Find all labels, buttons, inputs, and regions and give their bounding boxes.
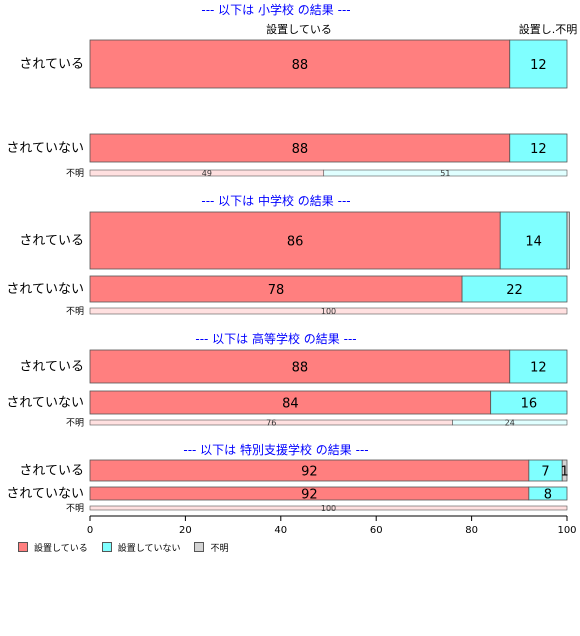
- row-label: されていない: [6, 282, 84, 297]
- row-label: されている: [19, 464, 84, 479]
- bar-segment: [89, 505, 568, 511]
- legend-item: 不明: [194, 541, 228, 554]
- legend-label: 不明: [210, 543, 229, 554]
- group-title: --- 以下は 中学校 の結果 ---: [201, 193, 350, 208]
- data-label: 8: [544, 488, 552, 503]
- data-label: 88: [292, 361, 309, 376]
- data-label: 100: [321, 504, 336, 513]
- data-label: 12: [530, 361, 547, 376]
- row-label: されている: [19, 57, 84, 72]
- legend-item: 設置していない: [101, 541, 181, 554]
- bar-segment: [89, 39, 511, 89]
- data-label: 92: [301, 465, 318, 480]
- bar-segment: [509, 133, 568, 163]
- data-label: 7: [541, 465, 549, 480]
- data-label: 78: [268, 283, 285, 298]
- data-label: 51: [440, 169, 450, 178]
- top-header-label: 設置している: [266, 22, 332, 36]
- row-label: 不明: [66, 418, 84, 429]
- x-tick-label: 80: [465, 525, 478, 536]
- row-label: されていない: [6, 396, 84, 411]
- x-tick-label: 100: [557, 525, 576, 536]
- data-label: 22: [506, 283, 523, 298]
- row-label: 不明: [66, 168, 84, 179]
- bar-segment: [89, 211, 501, 270]
- bar-segment: [89, 133, 511, 163]
- legend-label: 設置している: [34, 543, 88, 554]
- bar-segment: [89, 349, 511, 384]
- data-label: 84: [282, 397, 299, 412]
- data-label: 24: [505, 419, 515, 428]
- stacked-bar-chart: 設置している 設置し.不明--- 以下は 小学校 の結果 ---されている 88 12…: [6, 2, 578, 536]
- bar-segment: [499, 211, 568, 270]
- bar-segment: [452, 419, 568, 426]
- data-label: 76: [266, 419, 276, 428]
- legend-swatch: [194, 542, 205, 552]
- data-label: 16: [521, 397, 538, 412]
- bar-segment: [566, 211, 570, 270]
- data-label: 100: [321, 307, 336, 316]
- group-title: --- 以下は 特別支援学校 の結果 ---: [183, 442, 368, 457]
- data-label: 88: [292, 58, 309, 73]
- row-label: 不明: [66, 503, 84, 514]
- legend-item: 設置している: [18, 541, 88, 554]
- bar-segment: [89, 307, 568, 315]
- top-header-label: 設置し.不明: [519, 22, 578, 36]
- row-label: されている: [19, 360, 84, 375]
- data-label: 14: [525, 235, 542, 250]
- x-tick-label: 60: [370, 525, 383, 536]
- bar-segment: [561, 459, 568, 482]
- x-tick-label: 20: [179, 525, 192, 536]
- data-label: 88: [292, 142, 309, 157]
- data-label: 12: [530, 142, 547, 157]
- group-title: --- 以下は 高等学校 の結果 ---: [195, 331, 356, 346]
- bar-segment: [461, 275, 568, 303]
- group-title: --- 以下は 小学校 の結果 ---: [201, 2, 350, 17]
- row-label: されている: [19, 234, 84, 249]
- legend-swatch: [101, 542, 112, 552]
- row-label: されていない: [6, 487, 84, 502]
- x-tick-label: 0: [87, 525, 93, 536]
- legend: 設置している 設置していない 不明: [18, 540, 242, 554]
- row-label: 不明: [66, 306, 84, 317]
- bar-segment: [509, 39, 568, 89]
- data-label: 86: [287, 235, 304, 250]
- data-label: 92: [301, 488, 318, 503]
- data-label: 12: [530, 58, 547, 73]
- bar-segment: [323, 169, 568, 177]
- bar-segment: [89, 275, 463, 303]
- legend-swatch: [18, 542, 28, 552]
- data-label: 49: [202, 169, 212, 178]
- row-label: されていない: [6, 141, 84, 156]
- x-tick-label: 40: [274, 525, 287, 536]
- data-label: 1: [560, 465, 568, 480]
- bar-segment: [509, 349, 568, 384]
- bar-segment: [490, 390, 568, 415]
- legend-label: 設置していない: [117, 543, 181, 554]
- bar-segment: [528, 486, 568, 501]
